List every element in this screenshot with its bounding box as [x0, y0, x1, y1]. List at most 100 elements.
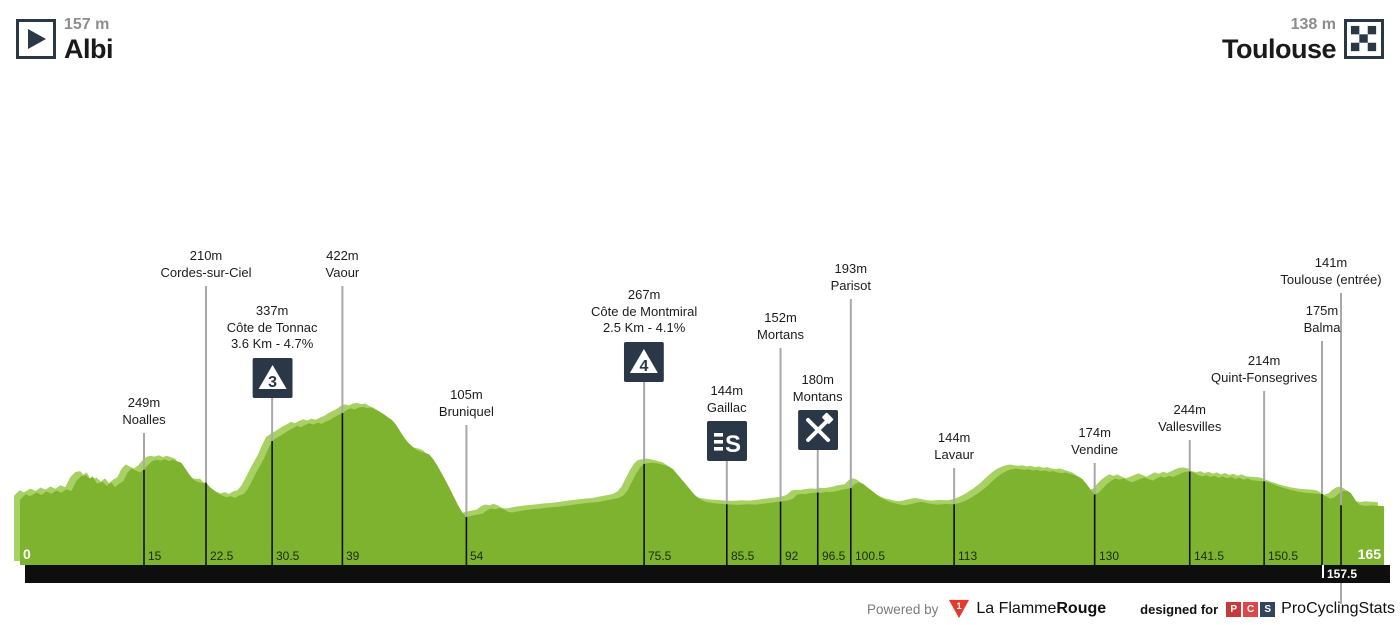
category-3-icon: 3: [252, 357, 293, 398]
lfr-name-regular: La Flamme: [976, 600, 1057, 617]
bar-tick-label: 157.5: [1327, 567, 1358, 581]
marker-label: 422m Vaour: [326, 248, 360, 281]
marker-name: Montans: [792, 388, 843, 404]
marker-elevation: 244m: [1173, 402, 1206, 417]
pcs-logo-icon[interactable]: P C S: [1226, 601, 1276, 617]
marker-label: 193m Parisot: [831, 261, 871, 294]
x-tick-label: 150.5: [1268, 549, 1299, 563]
marker-name: Parisot: [830, 277, 872, 293]
x-tick-label: 85.5: [731, 549, 755, 563]
marker-label: 180m Montans: [793, 372, 843, 455]
feed-zone-icon: [797, 410, 838, 450]
x-tick-label: 92: [785, 549, 799, 563]
finish-header: 138 m Toulouse: [1222, 16, 1384, 64]
start-city: Albi: [64, 34, 114, 64]
marker-elevation: 337m: [255, 303, 289, 318]
x-tick-label: 54: [470, 549, 484, 563]
profile-area-main: [20, 406, 1385, 565]
marker-elevation: 141m: [1314, 255, 1348, 270]
marker-name: Vallesvilles: [1158, 418, 1222, 434]
marker-label: 214m Quint-Fonsegrives: [1211, 353, 1317, 386]
pcs-letter-s: S: [1260, 601, 1276, 617]
x-tick-label: 100.5: [855, 549, 886, 563]
x-tick-label: 96.5: [822, 549, 846, 563]
finish-flag-icon: [1344, 19, 1384, 59]
marker-elevation: 175m: [1305, 303, 1339, 318]
marker-elevation: 422m: [326, 248, 359, 263]
marker-name: Noalles: [122, 411, 166, 427]
marker-name: Gaillac: [706, 399, 747, 415]
marker-elevation: 144m: [710, 383, 744, 398]
marker-elevation: 180m: [801, 372, 834, 387]
bar-tick: [1322, 565, 1324, 578]
marker-elevation: 105m: [450, 387, 483, 402]
laflammerouge-logo-icon[interactable]: 1: [948, 598, 970, 620]
marker-label: 210m Cordes-sur-Ciel: [160, 248, 251, 281]
sprint-icon: S: [706, 421, 747, 461]
marker-elevation: 144m: [937, 430, 971, 445]
x-tick-label: 15: [148, 549, 162, 563]
marker-elevation: 152m: [764, 310, 797, 325]
marker-elevation: 249m: [127, 395, 161, 410]
svg-text:4: 4: [640, 358, 649, 375]
start-header: 157 m Albi: [16, 16, 114, 64]
x-tick-label: 141.5: [1194, 549, 1225, 563]
x-tick-label: 22.5: [210, 549, 234, 563]
start-elevation: 157 m: [64, 16, 110, 33]
marker-name: Mortans: [757, 326, 805, 342]
designed-for-label: designed for: [1140, 601, 1219, 617]
marker-elevation: 267m: [627, 287, 661, 302]
svg-text:1: 1: [957, 601, 962, 611]
marker-name: Côte de Montmiral: [591, 303, 698, 319]
x-tick-label: 113: [958, 549, 978, 563]
marker-label: 144m Lavaur: [934, 430, 974, 463]
marker-climb-detail: 3.6 Km - 4.7%: [230, 336, 314, 351]
marker-label: 175m Balma: [1304, 303, 1341, 336]
marker-label: 249m Noalles: [122, 395, 165, 428]
laflammerouge-link[interactable]: La FlammeRouge: [976, 600, 1106, 618]
marker-label: 105m Bruniquel: [439, 387, 494, 420]
marker-name: Balma: [1303, 319, 1341, 335]
finish-city: Toulouse: [1222, 34, 1337, 64]
marker-elevation: 214m: [1247, 353, 1281, 368]
marker-label: 144m Gaillac S: [706, 383, 747, 466]
pcs-letter-p: P: [1226, 601, 1242, 617]
distance-bar: [25, 565, 1390, 583]
marker-climb-detail: 2.5 Km - 4.1%: [602, 320, 686, 335]
x-tick-label: 130: [1099, 549, 1120, 563]
marker-label: 337m Côte de Tonnac 3.6 Km - 4.7% 3: [227, 303, 318, 402]
x-tick-label: 75.5: [648, 549, 672, 563]
marker-name: Vendine: [1071, 441, 1119, 457]
x-tick-label: 0: [23, 546, 31, 562]
marker-label: 141m Toulouse (entrée): [1280, 255, 1381, 288]
pcs-letter-c: C: [1243, 601, 1259, 617]
powered-by-label: Powered by: [867, 601, 939, 617]
start-flag-icon: [16, 19, 56, 59]
procyclingstats-link[interactable]: ProCyclingStats: [1281, 600, 1395, 617]
category-4-icon: 4: [624, 341, 665, 382]
marker-label: 267m Côte de Montmiral 2.5 Km - 4.1% 4: [591, 287, 697, 386]
marker-name: Lavaur: [934, 446, 974, 462]
x-tick-label: 39: [346, 549, 360, 563]
marker-name: Cordes-sur-Ciel: [160, 264, 252, 280]
marker-label: 152m Mortans: [757, 310, 804, 343]
marker-elevation: 210m: [189, 248, 223, 263]
marker-label: 174m Vendine: [1071, 425, 1118, 458]
svg-text:S: S: [725, 431, 741, 458]
marker-name: Bruniquel: [438, 403, 494, 419]
marker-name: Côte de Tonnac: [226, 319, 318, 335]
marker-label: 244m Vallesvilles: [1158, 402, 1221, 435]
lfr-name-bold: Rouge: [1056, 600, 1107, 617]
svg-text:3: 3: [268, 374, 277, 391]
footer-credits: Powered by 1 La FlammeRouge designed for…: [867, 597, 1395, 621]
x-tick-label: 165: [1357, 546, 1381, 562]
marker-name: Quint-Fonsegrives: [1211, 369, 1318, 385]
marker-elevation: 174m: [1078, 425, 1111, 440]
finish-elevation: 138 m: [1290, 16, 1336, 33]
x-tick-label: 30.5: [276, 549, 300, 563]
marker-name: Toulouse (entrée): [1280, 271, 1382, 287]
marker-elevation: 193m: [834, 261, 868, 276]
marker-name: Vaour: [325, 264, 360, 280]
